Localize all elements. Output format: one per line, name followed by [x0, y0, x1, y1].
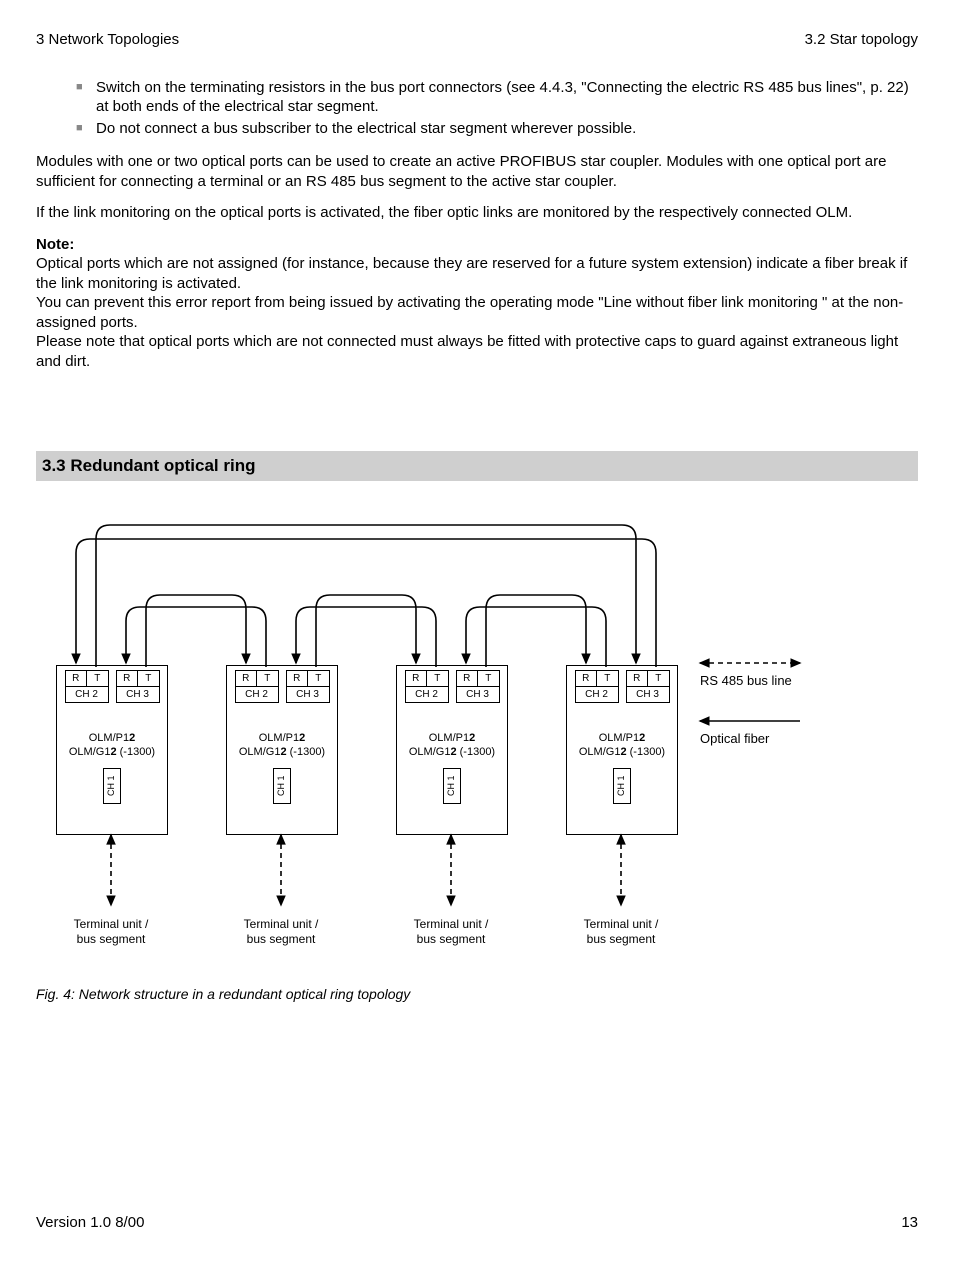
port-ch1: CH 1 — [443, 768, 461, 804]
legend-rs485: RS 485 bus line — [700, 673, 792, 690]
port-ch3: RTCH 3 — [456, 670, 500, 703]
note-paragraph: You can prevent this error report from b… — [36, 293, 918, 332]
note-heading: Note: — [36, 235, 918, 255]
footer-page-number: 13 — [901, 1213, 918, 1233]
port-ch2: RTCH 2 — [405, 670, 449, 703]
footer-version: Version 1.0 8/00 — [36, 1213, 144, 1233]
module-model-label: OLM/P12OLM/G12 (-1300) — [397, 731, 507, 760]
figure-caption: Fig. 4: Network structure in a redundant… — [36, 985, 918, 1003]
port-ch3: RTCH 3 — [116, 670, 160, 703]
olm-module: RTCH 2RTCH 3 OLM/P12OLM/G12 (-1300) CH 1 — [56, 665, 168, 835]
ring-topology-diagram: RTCH 2RTCH 3OLM/P12OLM/G12 (-1300)CH 1Te… — [40, 505, 910, 975]
port-ch3: RTCH 3 — [286, 670, 330, 703]
module-model-label: OLM/P12OLM/G12 (-1300) — [57, 731, 167, 760]
section-heading: 3.3 Redundant optical ring — [36, 451, 918, 481]
paragraph: Modules with one or two optical ports ca… — [36, 152, 918, 191]
port-ch1: CH 1 — [273, 768, 291, 804]
terminal-label: Terminal unit /bus segment — [51, 917, 171, 947]
port-ch3: RTCH 3 — [626, 670, 670, 703]
olm-module: RTCH 2RTCH 3 OLM/P12OLM/G12 (-1300) CH 1 — [566, 665, 678, 835]
port-ch2: RTCH 2 — [65, 670, 109, 703]
port-ch2: RTCH 2 — [575, 670, 619, 703]
terminal-label: Terminal unit /bus segment — [561, 917, 681, 947]
olm-module: RTCH 2RTCH 3 OLM/P12OLM/G12 (-1300) CH 1 — [226, 665, 338, 835]
paragraph: If the link monitoring on the optical po… — [36, 203, 918, 223]
module-model-label: OLM/P12OLM/G12 (-1300) — [227, 731, 337, 760]
port-ch2: RTCH 2 — [235, 670, 279, 703]
bullet-item: Switch on the terminating resistors in t… — [76, 78, 918, 117]
terminal-label: Terminal unit /bus segment — [221, 917, 341, 947]
bullet-item: Do not connect a bus subscriber to the e… — [76, 119, 918, 139]
olm-module: RTCH 2RTCH 3 OLM/P12OLM/G12 (-1300) CH 1 — [396, 665, 508, 835]
note-paragraph: Optical ports which are not assigned (fo… — [36, 254, 918, 293]
terminal-label: Terminal unit /bus segment — [391, 917, 511, 947]
port-ch1: CH 1 — [103, 768, 121, 804]
port-ch1: CH 1 — [613, 768, 631, 804]
note-paragraph: Please note that optical ports which are… — [36, 332, 918, 371]
header-right: 3.2 Star topology — [805, 30, 918, 50]
legend-fiber: Optical fiber — [700, 731, 769, 748]
module-model-label: OLM/P12OLM/G12 (-1300) — [567, 731, 677, 760]
header-left: 3 Network Topologies — [36, 30, 179, 50]
bullet-list: Switch on the terminating resistors in t… — [76, 78, 918, 139]
